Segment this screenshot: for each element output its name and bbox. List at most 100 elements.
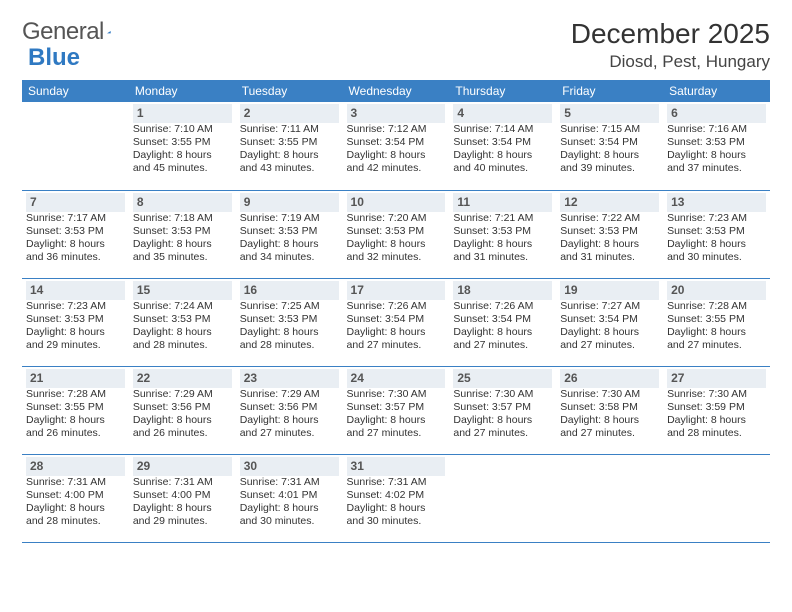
logo-text-2: Blue [28,44,80,72]
calendar-day: 21Sunrise: 7:28 AMSunset: 3:55 PMDayligh… [22,366,129,454]
day-number: 22 [133,369,232,388]
day-details: Sunrise: 7:23 AMSunset: 3:53 PMDaylight:… [667,212,766,265]
sunrise-text: Sunrise: 7:18 AM [133,212,232,225]
dayhdr-sun: Sunday [22,80,129,102]
daylight-text: Daylight: 8 hours and 42 minutes. [347,149,446,175]
day-details: Sunrise: 7:29 AMSunset: 3:56 PMDaylight:… [240,388,339,441]
calendar-table: Sunday Monday Tuesday Wednesday Thursday… [22,80,770,543]
sunset-text: Sunset: 3:56 PM [133,401,232,414]
dayhdr-sat: Saturday [663,80,770,102]
calendar-day: 31Sunrise: 7:31 AMSunset: 4:02 PMDayligh… [343,454,450,542]
daylight-text: Daylight: 8 hours and 30 minutes. [240,502,339,528]
dayhdr-wed: Wednesday [343,80,450,102]
daylight-text: Daylight: 8 hours and 31 minutes. [560,238,659,264]
sunset-text: Sunset: 3:54 PM [453,136,552,149]
title-block: December 2025 Diosd, Pest, Hungary [571,18,770,72]
sunset-text: Sunset: 3:54 PM [560,136,659,149]
sunset-text: Sunset: 3:58 PM [560,401,659,414]
calendar-day [663,454,770,542]
daylight-text: Daylight: 8 hours and 30 minutes. [667,238,766,264]
day-details: Sunrise: 7:31 AMSunset: 4:02 PMDaylight:… [347,476,446,529]
daylight-text: Daylight: 8 hours and 27 minutes. [667,326,766,352]
calendar-day: 28Sunrise: 7:31 AMSunset: 4:00 PMDayligh… [22,454,129,542]
day-number: 18 [453,281,552,300]
sunrise-text: Sunrise: 7:27 AM [560,300,659,313]
calendar-day: 29Sunrise: 7:31 AMSunset: 4:00 PMDayligh… [129,454,236,542]
sunrise-text: Sunrise: 7:21 AM [453,212,552,225]
day-details: Sunrise: 7:21 AMSunset: 3:53 PMDaylight:… [453,212,552,265]
day-number: 16 [240,281,339,300]
sunset-text: Sunset: 3:53 PM [667,136,766,149]
sunrise-text: Sunrise: 7:30 AM [560,388,659,401]
calendar-day: 5Sunrise: 7:15 AMSunset: 3:54 PMDaylight… [556,102,663,190]
daylight-text: Daylight: 8 hours and 27 minutes. [560,326,659,352]
day-details: Sunrise: 7:22 AMSunset: 3:53 PMDaylight:… [560,212,659,265]
calendar-day: 7Sunrise: 7:17 AMSunset: 3:53 PMDaylight… [22,190,129,278]
sunrise-text: Sunrise: 7:15 AM [560,123,659,136]
sunrise-text: Sunrise: 7:24 AM [133,300,232,313]
day-details: Sunrise: 7:31 AMSunset: 4:00 PMDaylight:… [133,476,232,529]
calendar-day: 20Sunrise: 7:28 AMSunset: 3:55 PMDayligh… [663,278,770,366]
sunrise-text: Sunrise: 7:25 AM [240,300,339,313]
day-number: 13 [667,193,766,212]
day-number: 27 [667,369,766,388]
calendar-day: 24Sunrise: 7:30 AMSunset: 3:57 PMDayligh… [343,366,450,454]
day-details: Sunrise: 7:25 AMSunset: 3:53 PMDaylight:… [240,300,339,353]
daylight-text: Daylight: 8 hours and 36 minutes. [26,238,125,264]
sunset-text: Sunset: 3:53 PM [560,225,659,238]
daylight-text: Daylight: 8 hours and 35 minutes. [133,238,232,264]
day-number: 29 [133,457,232,476]
sunset-text: Sunset: 4:02 PM [347,489,446,502]
sunrise-text: Sunrise: 7:23 AM [667,212,766,225]
calendar-day: 15Sunrise: 7:24 AMSunset: 3:53 PMDayligh… [129,278,236,366]
sunset-text: Sunset: 3:53 PM [347,225,446,238]
daylight-text: Daylight: 8 hours and 39 minutes. [560,149,659,175]
sunrise-text: Sunrise: 7:19 AM [240,212,339,225]
day-number: 19 [560,281,659,300]
sunset-text: Sunset: 3:54 PM [347,136,446,149]
sunset-text: Sunset: 3:57 PM [453,401,552,414]
sunset-text: Sunset: 3:56 PM [240,401,339,414]
day-details: Sunrise: 7:30 AMSunset: 3:57 PMDaylight:… [453,388,552,441]
day-number: 12 [560,193,659,212]
day-number: 25 [453,369,552,388]
day-number: 3 [347,104,446,123]
daylight-text: Daylight: 8 hours and 27 minutes. [347,326,446,352]
sunrise-text: Sunrise: 7:31 AM [26,476,125,489]
daylight-text: Daylight: 8 hours and 28 minutes. [667,414,766,440]
daylight-text: Daylight: 8 hours and 29 minutes. [26,326,125,352]
dayhdr-fri: Friday [556,80,663,102]
logo-text-1: General [22,18,104,46]
day-details: Sunrise: 7:19 AMSunset: 3:53 PMDaylight:… [240,212,339,265]
dayhdr-thu: Thursday [449,80,556,102]
sunset-text: Sunset: 3:53 PM [453,225,552,238]
sunset-text: Sunset: 4:01 PM [240,489,339,502]
sunrise-text: Sunrise: 7:31 AM [240,476,339,489]
day-number: 31 [347,457,446,476]
day-details: Sunrise: 7:30 AMSunset: 3:59 PMDaylight:… [667,388,766,441]
calendar-header-row: Sunday Monday Tuesday Wednesday Thursday… [22,80,770,102]
day-number: 23 [240,369,339,388]
day-details: Sunrise: 7:31 AMSunset: 4:01 PMDaylight:… [240,476,339,529]
daylight-text: Daylight: 8 hours and 26 minutes. [133,414,232,440]
day-number: 6 [667,104,766,123]
calendar-day: 17Sunrise: 7:26 AMSunset: 3:54 PMDayligh… [343,278,450,366]
calendar-day: 26Sunrise: 7:30 AMSunset: 3:58 PMDayligh… [556,366,663,454]
calendar-day: 25Sunrise: 7:30 AMSunset: 3:57 PMDayligh… [449,366,556,454]
calendar-day: 30Sunrise: 7:31 AMSunset: 4:01 PMDayligh… [236,454,343,542]
day-number: 28 [26,457,125,476]
daylight-text: Daylight: 8 hours and 28 minutes. [133,326,232,352]
day-details: Sunrise: 7:24 AMSunset: 3:53 PMDaylight:… [133,300,232,353]
sunset-text: Sunset: 3:55 PM [240,136,339,149]
day-details: Sunrise: 7:30 AMSunset: 3:57 PMDaylight:… [347,388,446,441]
sunset-text: Sunset: 3:57 PM [347,401,446,414]
page-header: General December 2025 Diosd, Pest, Hunga… [22,18,770,72]
day-number: 20 [667,281,766,300]
day-number: 7 [26,193,125,212]
sunrise-text: Sunrise: 7:26 AM [347,300,446,313]
sunrise-text: Sunrise: 7:11 AM [240,123,339,136]
day-details: Sunrise: 7:23 AMSunset: 3:53 PMDaylight:… [26,300,125,353]
calendar-day: 3Sunrise: 7:12 AMSunset: 3:54 PMDaylight… [343,102,450,190]
daylight-text: Daylight: 8 hours and 29 minutes. [133,502,232,528]
sunrise-text: Sunrise: 7:22 AM [560,212,659,225]
